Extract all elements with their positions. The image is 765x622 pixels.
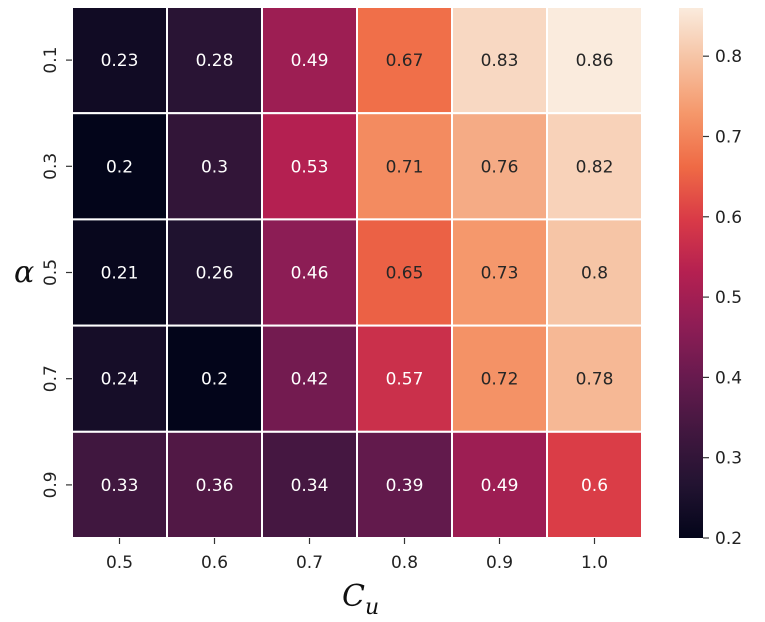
cell-value-label: 0.86 [576, 51, 614, 71]
cell-value-label: 0.36 [196, 476, 234, 496]
y-tick-label: 0.5 [41, 259, 61, 286]
cell-value-label: 0.53 [291, 157, 329, 177]
heatmap-cell [261, 324, 358, 433]
x-axis-title-subscript: u [365, 595, 379, 620]
cell-value-label: 0.57 [386, 370, 424, 390]
cell-value-label: 0.39 [386, 476, 424, 496]
x-tick-label: 0.7 [296, 553, 323, 573]
cell-value-label: 0.33 [101, 476, 139, 496]
cell-value-label: 0.8 [581, 264, 608, 284]
cell-value-label: 0.76 [481, 157, 519, 177]
cell-value-label: 0.49 [481, 476, 519, 496]
colorbar-ticks: 0.2 0.3 0.4 0.5 0.6 0.7 0.8 [703, 47, 742, 549]
colorbar-tick-label: 0.6 [715, 208, 742, 228]
heatmap-cell [451, 324, 548, 433]
y-tick-label: 0.9 [41, 471, 61, 498]
cell-value-label: 0.21 [101, 264, 139, 284]
cell-value-label: 0.46 [291, 264, 329, 284]
heatmap-cell [166, 112, 263, 221]
cell-value-label: 0.23 [101, 51, 139, 71]
colorbar-tick-label: 0.4 [715, 368, 742, 388]
heatmap-cell [356, 430, 453, 539]
colorbar-tick-label: 0.2 [715, 529, 742, 549]
heatmap-cell [451, 430, 548, 539]
heatmap-cell [356, 112, 453, 221]
colorbar-tick-label: 0.7 [715, 127, 742, 147]
cell-value-label: 0.42 [291, 370, 329, 390]
cell-value-label: 0.78 [576, 370, 614, 390]
y-axis-title: α [14, 255, 34, 290]
x-tick-label: 0.9 [486, 553, 513, 573]
heatmap-cell [356, 218, 453, 327]
cell-value-label: 0.49 [291, 51, 329, 71]
colorbar [679, 8, 703, 538]
cell-value-label: 0.73 [481, 264, 519, 284]
cell-value-label: 0.26 [196, 264, 234, 284]
heatmap-cell [546, 112, 643, 221]
heatmap-cell [451, 218, 548, 327]
cell-value-label: 0.24 [101, 370, 139, 390]
cell-value-label: 0.72 [481, 370, 519, 390]
heatmap-cells [71, 6, 643, 539]
heatmap-cell [261, 430, 358, 539]
cell-value-label: 0.71 [386, 157, 424, 177]
x-axis-title: Cu [342, 579, 379, 620]
x-axis-title-main: C [342, 579, 365, 614]
heatmap-cell [546, 430, 643, 539]
cell-value-label: 0.83 [481, 51, 519, 71]
heatmap-cell [166, 6, 263, 115]
y-axis-ticks: 0.1 0.3 0.5 0.7 0.9 [41, 47, 72, 498]
heatmap-cell [546, 218, 643, 327]
cell-value-label: 0.28 [196, 51, 234, 71]
heatmap-cell-labels: 0.23 0.28 0.49 0.67 0.83 0.86 0.2 0.3 0.53 0.71 0.… [101, 51, 614, 496]
cell-value-label: 0.82 [576, 157, 614, 177]
x-axis-ticks: 0.5 0.6 0.7 0.8 0.9 1.0 [106, 538, 608, 573]
heatmap-cell [166, 324, 263, 433]
heatmap-cell [546, 6, 643, 115]
heatmap-cell [261, 6, 358, 115]
heatmap-cell [356, 324, 453, 433]
y-tick-label: 0.7 [41, 365, 61, 392]
heatmap-cell [71, 6, 168, 115]
y-tick-label: 0.1 [41, 47, 61, 74]
cell-value-label: 0.65 [386, 264, 424, 284]
y-tick-label: 0.3 [41, 153, 61, 180]
cell-value-label: 0.2 [201, 370, 228, 390]
heatmap-cell [166, 218, 263, 327]
colorbar-tick-label: 0.5 [715, 288, 742, 308]
x-tick-label: 0.5 [106, 553, 133, 573]
heatmap-cell [71, 324, 168, 433]
cell-value-label: 0.34 [291, 476, 329, 496]
cell-value-label: 0.67 [386, 51, 424, 71]
x-tick-label: 0.6 [201, 553, 228, 573]
colorbar-tick-label: 0.3 [715, 449, 742, 469]
x-tick-label: 1.0 [581, 553, 608, 573]
cell-value-label: 0.6 [581, 476, 608, 496]
cell-value-label: 0.2 [106, 157, 133, 177]
cell-value-label: 0.3 [201, 157, 228, 177]
heatmap-cell [546, 324, 643, 433]
colorbar-tick-label: 0.8 [715, 47, 742, 67]
x-tick-label: 0.8 [391, 553, 418, 573]
